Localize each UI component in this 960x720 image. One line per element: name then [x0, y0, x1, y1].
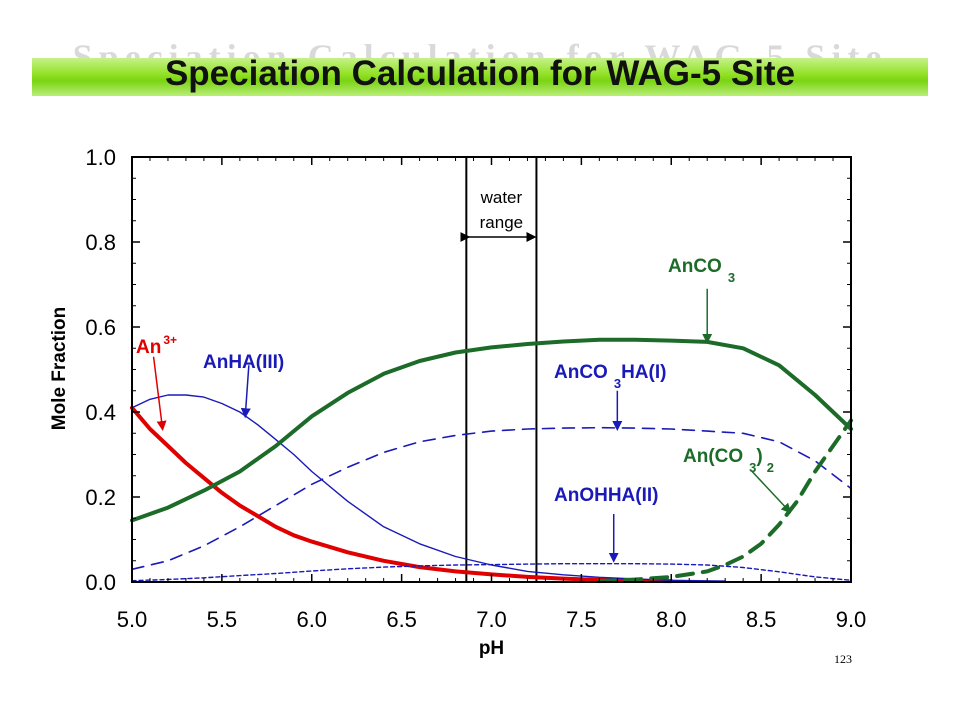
annotation-text: AnHA(III) [203, 352, 284, 373]
x-tick-label: 7.0 [476, 607, 507, 632]
x-tick-label: 9.0 [836, 607, 867, 632]
x-tick-label: 6.0 [296, 607, 327, 632]
annotation-text: AnCO [668, 256, 722, 277]
series-line-anco3 [130, 337, 853, 523]
annotation-sub2: 2 [767, 460, 774, 475]
annotation-tail: HA(I) [621, 362, 666, 383]
x-tick-label: 8.5 [746, 607, 777, 632]
annotation-sup: 3+ [163, 333, 177, 347]
y-tick-label: 0.0 [85, 570, 116, 595]
water-range-label-2: range [480, 213, 523, 232]
series-line-an3 [130, 405, 674, 584]
y-tick-label: 0.8 [85, 230, 116, 255]
page-number: 123 [834, 652, 852, 666]
x-tick-label: 5.0 [117, 607, 148, 632]
annotation-text: AnOHHA(II) [554, 485, 658, 506]
x-tick-label: 7.5 [566, 607, 597, 632]
series-line-an-co3-2 [597, 418, 853, 584]
x-tick-label: 5.5 [207, 607, 238, 632]
annotation-anco32: An(CO 3) 2 [683, 446, 774, 475]
annotation-text: An [136, 337, 161, 358]
annotation-arrow-anco32 [751, 470, 792, 514]
series-line-anco3ha-i [131, 426, 852, 571]
x-tick-label: 8.0 [656, 607, 687, 632]
y-axis-title: Mole Fraction [49, 307, 70, 431]
y-tick-label: 0.4 [85, 400, 116, 425]
series-line-anohha-ii [131, 563, 852, 582]
x-axis-title: pH [479, 638, 504, 659]
annotation-an3: An 3+ [136, 333, 177, 358]
x-tick-label: 6.5 [386, 607, 417, 632]
annotation-sub: 3 [728, 270, 735, 285]
annotation-anha: AnHA(III) [203, 352, 284, 373]
annotation-text: An(CO [683, 446, 743, 467]
annotation-sub: 3 [749, 460, 756, 475]
annotation-anco3: AnCO 3 [668, 256, 735, 285]
annotation-tail: ) [756, 446, 762, 467]
y-tick-label: 0.2 [85, 485, 116, 510]
annotation-text: AnCO [554, 362, 608, 383]
ghost-title: Speciation Calculation for WAG-5 Site [72, 37, 888, 58]
water-range-label-1: water [480, 188, 523, 207]
y-tick-label: 1.0 [85, 145, 116, 170]
title-band [32, 58, 928, 96]
annotation-anohha: AnOHHA(II) [554, 485, 658, 506]
y-tick-label: 0.6 [85, 315, 116, 340]
annotation-anco3ha: AnCO 3HA(I) [554, 362, 666, 391]
annotation-arrow-an3 [152, 356, 167, 431]
annotation-arrow-anha [240, 365, 251, 419]
page-title: Speciation Calculation for WAG-5 Site [164, 54, 796, 93]
annotation-sub: 3 [614, 376, 621, 391]
